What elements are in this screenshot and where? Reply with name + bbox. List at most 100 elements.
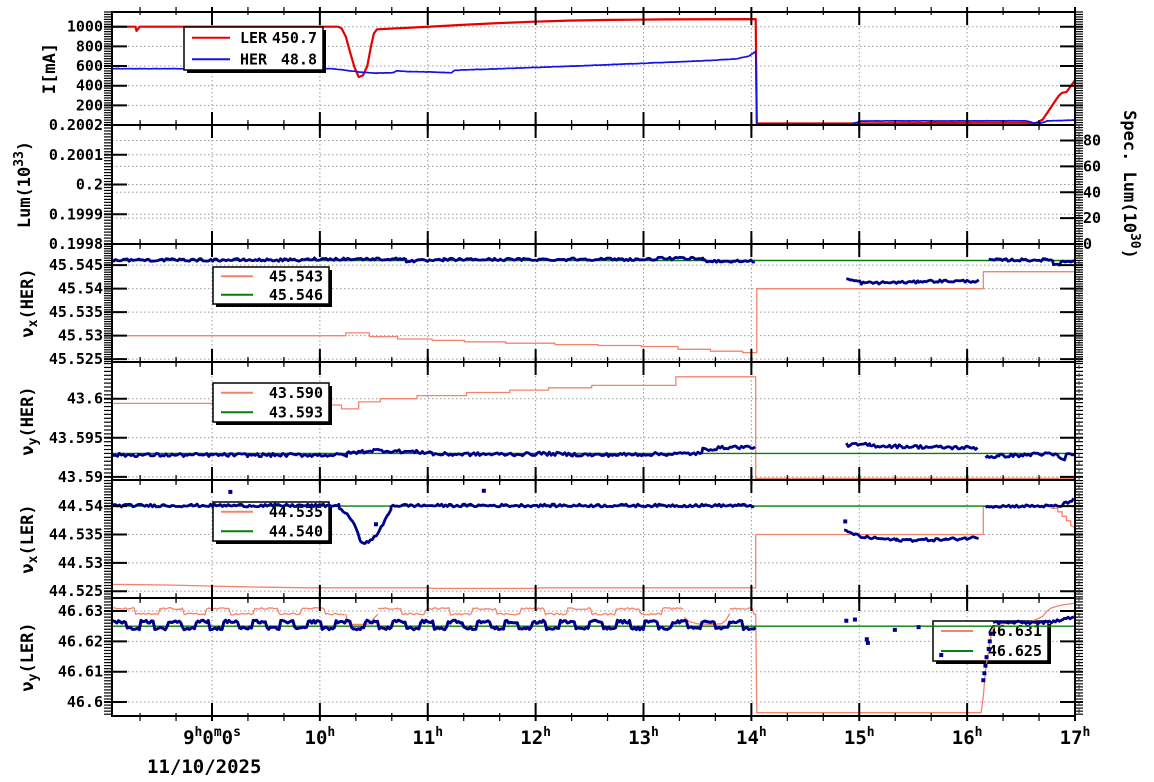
right-y-tick-label: 0 — [1083, 235, 1092, 253]
series-setpoint-low — [755, 602, 1075, 714]
y-tick-label: 44.535 — [49, 525, 103, 543]
legend-value: 45.546 — [269, 286, 323, 304]
series-LER — [112, 18, 1075, 125]
y-tick-label: 0.2001 — [49, 146, 103, 164]
y-tick-label: 45.545 — [49, 256, 103, 274]
data-point — [892, 627, 897, 632]
panel-series-nux-ler — [112, 488, 1075, 590]
y-tick-label: 600 — [76, 57, 103, 75]
data-point — [983, 663, 988, 668]
gridlines — [112, 12, 1075, 716]
date-label: 11/10/2025 — [147, 756, 261, 778]
y-tick-label: 45.53 — [58, 327, 103, 345]
right-y-tick-label: 60 — [1083, 157, 1101, 175]
y-tick-label: 0.2 — [76, 176, 103, 194]
y-tick-label: 45.535 — [49, 303, 103, 321]
y-tick-label: 200 — [76, 96, 103, 114]
legend-value: 44.540 — [269, 522, 323, 540]
y-axis-label-current: I[mA] — [40, 43, 60, 94]
y-tick-label: 46.61 — [58, 663, 103, 681]
data-point — [843, 519, 848, 524]
data-point — [987, 639, 992, 644]
y-tick-label: 0.1999 — [49, 205, 103, 223]
data-point — [939, 653, 944, 658]
series-setpoint-osc — [112, 607, 345, 616]
y-tick-label: 44.54 — [58, 497, 103, 515]
data-point — [481, 488, 486, 493]
data-point — [988, 631, 993, 636]
series-measured — [112, 444, 756, 459]
x-tick-label: 13h — [628, 725, 659, 749]
y-axis-label-nuy-ler: νy(LER) — [18, 622, 41, 691]
y-axis-label-nux-her: νx(HER) — [18, 268, 41, 337]
legend-box-nux-her — [212, 266, 330, 305]
y-tick-label: 43.6 — [67, 390, 103, 408]
data-point — [228, 489, 233, 494]
series-measured — [846, 277, 980, 286]
x-tick-label: 10h — [305, 725, 336, 749]
right-y-tick-label: 40 — [1083, 183, 1101, 201]
legend-label: LER — [240, 29, 268, 47]
legend-label: HER — [240, 50, 268, 68]
series-measured — [984, 497, 1075, 509]
series-measured-osc — [112, 618, 757, 632]
x-tick-label: 16h — [952, 725, 983, 749]
series-measured — [984, 451, 1075, 462]
y-tick-label: 43.595 — [49, 429, 103, 447]
right-y-tick-label: 80 — [1083, 132, 1101, 150]
legend-value: 45.543 — [269, 267, 323, 285]
series-setpoint — [112, 505, 1075, 590]
y-tick-label: 1000 — [67, 18, 103, 36]
x-tick-label: 17h — [1060, 725, 1091, 749]
right-y-tick-label: 20 — [1083, 209, 1101, 227]
axes-frames — [104, 7, 1083, 721]
series-setpoint — [112, 271, 1075, 354]
legend-box-nuy-her — [212, 382, 330, 423]
data-point — [844, 618, 849, 623]
legend-value: 43.593 — [269, 403, 323, 421]
panel-series-nuy-her — [112, 376, 1075, 480]
legend-box-nux-ler — [212, 501, 330, 542]
legend-value: 450.7 — [272, 29, 317, 47]
x-tick-label: 9h0m0s — [183, 725, 241, 749]
legend-value: 46.625 — [988, 642, 1042, 660]
series-measured — [843, 528, 979, 543]
y-tick-label: 0.1998 — [49, 235, 103, 253]
data-point — [852, 617, 857, 622]
y-tick-label: 45.54 — [58, 280, 103, 298]
data-point — [986, 646, 991, 651]
y-tick-label: 46.6 — [67, 693, 103, 711]
data-series — [112, 18, 1075, 714]
panel-series-nux-her — [112, 255, 1075, 354]
data-point — [981, 678, 986, 683]
data-point — [982, 671, 987, 676]
data-point — [916, 625, 921, 630]
y-tick-label: 45.525 — [49, 350, 103, 368]
y-tick-label: 44.53 — [58, 554, 103, 572]
y-axis-label-nuy-her: νy(HER) — [18, 386, 41, 455]
panel-series-nuy-ler — [112, 602, 1075, 714]
y-tick-label: 46.63 — [58, 602, 103, 620]
y-tick-label: 44.525 — [49, 582, 103, 600]
x-tick-label: 15h — [844, 725, 875, 749]
x-tick-label: 12h — [520, 725, 551, 749]
y-axis-label-lum: Lum(1033) — [12, 141, 35, 228]
data-point — [984, 655, 989, 660]
series-measured — [845, 441, 979, 451]
series-measured-end — [992, 615, 1075, 626]
data-point — [373, 522, 378, 527]
series-measured — [112, 255, 755, 264]
data-point — [865, 640, 870, 645]
legend-value: 46.631 — [988, 622, 1042, 640]
y-tick-label: 0.2002 — [49, 116, 103, 134]
y-tick-label: 43.59 — [58, 468, 103, 486]
y-tick-label: 800 — [76, 37, 103, 55]
y-tick-label: 400 — [76, 77, 103, 95]
series-setpoint-osc — [377, 607, 684, 616]
legend-value: 43.590 — [269, 384, 323, 402]
series-setpoint — [112, 376, 1075, 480]
